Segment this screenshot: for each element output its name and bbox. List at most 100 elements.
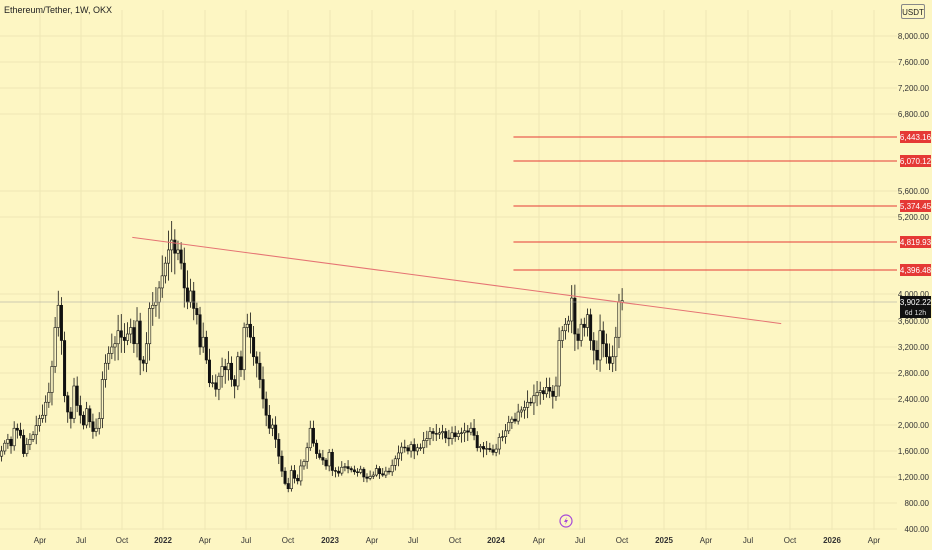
candle bbox=[31, 431, 35, 442]
y-tick-label: 7,200.00 bbox=[898, 84, 930, 93]
candle bbox=[563, 318, 567, 340]
x-tick-label: Oct bbox=[116, 536, 129, 545]
candle bbox=[431, 428, 435, 442]
y-tick-label: 2,800.00 bbox=[898, 369, 930, 378]
y-tick-label: 400.00 bbox=[905, 525, 930, 534]
candle bbox=[573, 284, 577, 351]
candle bbox=[280, 450, 284, 478]
candle bbox=[157, 281, 161, 319]
candle bbox=[469, 422, 473, 436]
candle bbox=[576, 328, 580, 350]
candle bbox=[595, 340, 599, 370]
candle bbox=[245, 313, 249, 338]
x-tick-label: Apr bbox=[34, 536, 47, 545]
trendline[interactable] bbox=[132, 236, 782, 325]
x-tick-label: Apr bbox=[868, 536, 881, 545]
x-tick-label: 2023 bbox=[321, 536, 339, 545]
y-tick-label: 4,000.00 bbox=[898, 290, 930, 299]
candle bbox=[598, 314, 602, 372]
candle bbox=[412, 438, 416, 460]
level-price-badge: 6,070.12 bbox=[900, 155, 932, 167]
candle bbox=[560, 326, 564, 348]
y-tick-label: 3,200.00 bbox=[898, 343, 930, 352]
candle bbox=[75, 376, 79, 413]
candle bbox=[97, 412, 101, 435]
candle bbox=[302, 459, 306, 470]
x-tick-label: Apr bbox=[366, 536, 379, 545]
candle bbox=[107, 346, 111, 370]
candle bbox=[167, 230, 171, 281]
candle bbox=[409, 441, 413, 458]
y-tick-label: 6,800.00 bbox=[898, 110, 930, 119]
candle bbox=[100, 371, 104, 429]
svg-text:5,374.45: 5,374.45 bbox=[900, 202, 932, 211]
candle bbox=[217, 372, 221, 401]
time-axis[interactable]: Apr Jul Oct 2022 Apr Jul Oct 2023 Apr Jul Oct 2024 A… bbox=[34, 536, 881, 545]
candle bbox=[274, 416, 278, 448]
trendline-group[interactable] bbox=[132, 236, 782, 325]
candle bbox=[189, 278, 193, 308]
price-axis[interactable]: 8,000.00 7,600.00 7,200.00 6,800.00 5,600.00… bbox=[897, 0, 932, 550]
candle bbox=[551, 384, 555, 409]
candle bbox=[3, 440, 7, 455]
candle bbox=[141, 356, 145, 372]
candle bbox=[66, 391, 70, 423]
svg-text:4,819.93: 4,819.93 bbox=[900, 238, 932, 247]
candle bbox=[56, 290, 60, 337]
candle bbox=[567, 315, 571, 333]
candle bbox=[248, 312, 252, 354]
x-tick-label: Jul bbox=[241, 536, 251, 545]
candle bbox=[554, 376, 558, 401]
candle bbox=[122, 323, 126, 354]
candle bbox=[239, 350, 243, 377]
currency-button[interactable]: USDT bbox=[901, 4, 925, 19]
candle bbox=[305, 442, 309, 469]
y-tick-label: 7,600.00 bbox=[898, 58, 930, 67]
candle bbox=[264, 391, 268, 427]
lightning-icon[interactable] bbox=[559, 514, 573, 528]
candle bbox=[570, 285, 574, 334]
x-tick-label: Oct bbox=[449, 536, 462, 545]
candle bbox=[371, 471, 375, 479]
candle bbox=[406, 445, 410, 455]
candle bbox=[500, 430, 504, 442]
candle bbox=[0, 445, 4, 462]
candle bbox=[532, 384, 536, 416]
svg-text:6,443.16: 6,443.16 bbox=[900, 133, 932, 142]
grid-lines bbox=[0, 10, 897, 530]
candle bbox=[378, 466, 382, 479]
candle bbox=[258, 351, 262, 389]
candle bbox=[368, 470, 372, 481]
candle bbox=[475, 431, 479, 452]
candle bbox=[59, 297, 63, 355]
candle bbox=[267, 405, 271, 434]
candle bbox=[261, 366, 265, 409]
candle bbox=[494, 443, 498, 457]
candle bbox=[163, 256, 167, 284]
candle bbox=[327, 449, 331, 472]
candle bbox=[343, 463, 347, 472]
candle bbox=[201, 322, 205, 353]
y-tick-label: 800.00 bbox=[905, 499, 930, 508]
candle bbox=[113, 336, 117, 361]
candle bbox=[211, 375, 215, 388]
level-price-badge: 6,443.16 bbox=[900, 131, 932, 143]
candlestick-series bbox=[0, 221, 624, 493]
candle bbox=[485, 441, 489, 456]
candle bbox=[510, 416, 514, 429]
candle bbox=[144, 332, 148, 373]
candle bbox=[346, 460, 350, 474]
candle bbox=[293, 465, 297, 484]
candle bbox=[296, 474, 300, 485]
candle bbox=[214, 374, 218, 397]
candle bbox=[608, 343, 612, 371]
candle bbox=[28, 433, 32, 450]
x-tick-label: Jul bbox=[76, 536, 86, 545]
x-tick-label: Apr bbox=[199, 536, 212, 545]
candle bbox=[126, 322, 130, 346]
candle bbox=[255, 351, 259, 378]
candle bbox=[15, 423, 19, 439]
candle bbox=[321, 449, 325, 465]
x-tick-label: 2025 bbox=[655, 536, 673, 545]
